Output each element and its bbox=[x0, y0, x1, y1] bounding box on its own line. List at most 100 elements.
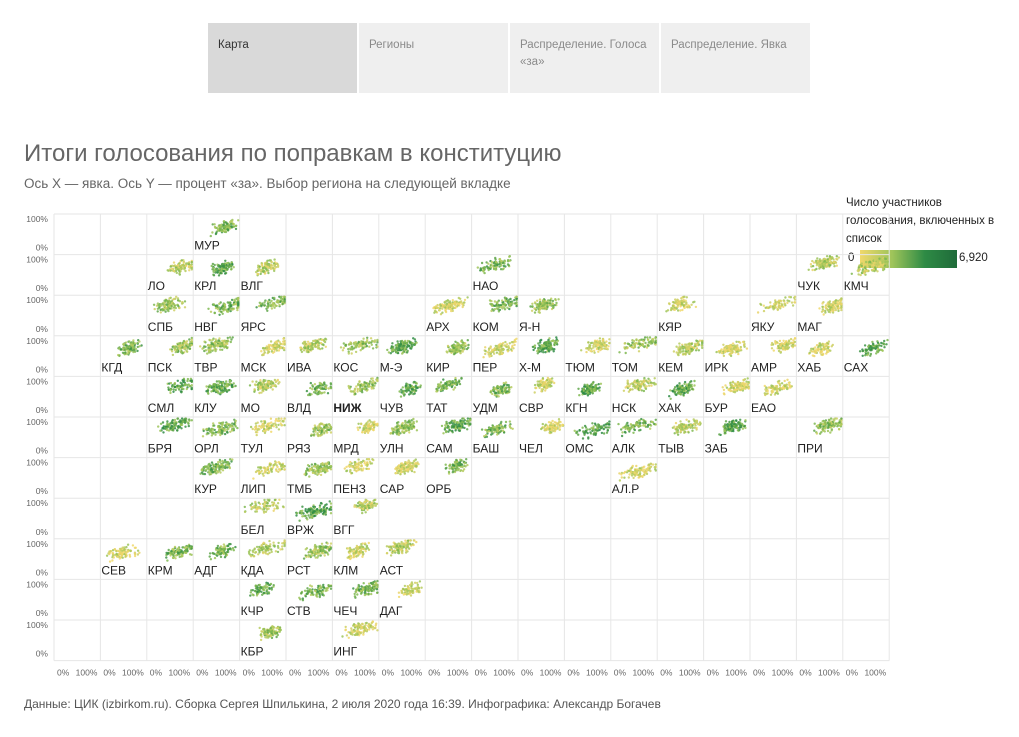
scatter-point bbox=[207, 348, 210, 351]
region-tile-ОРЛ[interactable]: ОРЛ bbox=[194, 418, 239, 456]
scatter-point bbox=[270, 380, 273, 383]
tab-distribution-votes[interactable]: Распределение. Голоса «за» bbox=[510, 23, 659, 93]
region-tile-ИРК[interactable]: ИРК bbox=[705, 340, 749, 375]
region-tile-ТАТ[interactable]: ТАТ bbox=[426, 376, 463, 415]
region-tile-АРХ[interactable]: АРХ bbox=[426, 296, 469, 334]
scatter-point bbox=[549, 348, 552, 351]
scatter-point bbox=[249, 425, 253, 429]
region-tile-Х-М[interactable]: Х-М bbox=[519, 336, 560, 374]
scatter-point bbox=[597, 343, 600, 346]
scatter-point bbox=[722, 343, 725, 346]
scatter-point bbox=[451, 309, 454, 313]
scatter-point bbox=[234, 224, 238, 228]
region-tile-КОС[interactable]: КОС bbox=[333, 336, 379, 375]
scatter-point bbox=[348, 387, 352, 390]
scatter-point bbox=[175, 295, 178, 298]
region-tile-БРЯ[interactable]: БРЯ bbox=[148, 417, 193, 456]
region-tile-ЕАО[interactable]: ЕАО bbox=[751, 378, 793, 415]
region-tile-ХАК[interactable]: ХАК bbox=[658, 379, 696, 415]
scatter-point bbox=[270, 261, 273, 264]
scatter-point bbox=[359, 349, 362, 352]
region-tile-ВЛГ[interactable]: ВЛГ bbox=[241, 258, 280, 293]
scatter-point bbox=[498, 257, 502, 261]
region-tile-КЛУ[interactable]: КЛУ bbox=[194, 378, 237, 415]
scatter-point bbox=[232, 225, 235, 228]
region-tile-ТОМ[interactable]: ТОМ bbox=[612, 336, 657, 374]
region-tile-ЯКУ[interactable]: ЯКУ bbox=[751, 295, 797, 334]
scatter-point bbox=[179, 264, 183, 268]
region-tile-НСК[interactable]: НСК bbox=[612, 376, 657, 415]
region-tile-МО[interactable]: МО bbox=[241, 378, 281, 415]
scatter-point bbox=[630, 345, 633, 349]
scatter-point bbox=[251, 427, 254, 431]
region-tile-АМР[interactable]: АМР bbox=[751, 337, 797, 374]
scatter-point bbox=[592, 385, 595, 389]
scatter-point bbox=[188, 347, 192, 350]
region-tile-ПСК[interactable]: ПСК bbox=[148, 336, 193, 375]
scatter-point bbox=[358, 388, 362, 392]
region-tile-СВР[interactable]: СВР bbox=[519, 376, 556, 415]
region-tile-БУР[interactable]: БУР bbox=[705, 377, 750, 415]
region-tile-САХ[interactable]: САХ bbox=[844, 338, 889, 375]
region-tile-ТЮМ[interactable]: ТЮМ bbox=[565, 337, 611, 374]
region-tile-ЯРС[interactable]: ЯРС bbox=[241, 295, 286, 334]
region-tile-МСК[interactable]: МСК bbox=[241, 336, 286, 375]
region-tile-КГН[interactable]: КГН bbox=[565, 380, 603, 415]
scatter-point bbox=[502, 341, 505, 345]
region-tile-ТУЛ[interactable]: ТУЛ bbox=[241, 417, 286, 456]
region-tile-ИВА[interactable]: ИВА bbox=[287, 337, 328, 375]
region-tile-МУР[interactable]: МУР bbox=[194, 218, 240, 253]
scatter-point bbox=[769, 304, 772, 308]
scatter-point bbox=[324, 338, 328, 341]
scatter-point bbox=[229, 220, 232, 224]
scatter-point bbox=[399, 395, 403, 398]
scatter-point bbox=[438, 309, 441, 312]
region-tile-КГД[interactable]: КГД bbox=[101, 339, 143, 374]
scatter-point bbox=[885, 343, 888, 346]
region-tile-ЧУК[interactable]: ЧУК bbox=[797, 255, 840, 293]
region-tile-ХАБ[interactable]: ХАБ bbox=[797, 340, 834, 374]
region-tile-СПБ[interactable]: СПБ bbox=[148, 295, 187, 334]
region-tile-КРЛ[interactable]: КРЛ bbox=[194, 259, 235, 294]
region-tile-ВЛД[interactable]: ВЛД bbox=[287, 381, 333, 415]
region-tile-ЛО[interactable]: ЛО bbox=[148, 259, 193, 293]
region-tile-М-Э[interactable]: М-Э bbox=[380, 337, 418, 374]
region-tile-НАО[interactable]: НАО bbox=[473, 255, 512, 293]
region-tile-ЧУВ[interactable]: ЧУВ bbox=[380, 380, 422, 415]
scatter-point bbox=[729, 381, 732, 384]
region-tile-МАГ[interactable]: МАГ bbox=[797, 297, 843, 334]
scatter-point bbox=[454, 344, 458, 347]
scatter-point bbox=[740, 386, 743, 389]
scatter-point bbox=[678, 301, 682, 305]
scatter-point bbox=[783, 385, 787, 388]
scatter-point bbox=[578, 394, 581, 397]
tab-map[interactable]: Карта bbox=[208, 23, 357, 93]
scatter-point bbox=[176, 429, 179, 432]
region-tile-СМЛ[interactable]: СМЛ bbox=[148, 377, 193, 415]
region-tile-КМЧ[interactable]: КМЧ bbox=[844, 257, 889, 293]
scatter-point bbox=[669, 389, 672, 392]
scatter-point bbox=[201, 347, 204, 350]
region-tile-НИЖ[interactable]: НИЖ bbox=[333, 376, 379, 415]
region-tile-УДМ[interactable]: УДМ bbox=[473, 381, 513, 415]
x-tick-label: 0% bbox=[660, 668, 673, 678]
scatter-point bbox=[214, 338, 217, 341]
region-tile-КИР[interactable]: КИР bbox=[426, 339, 470, 374]
scatter-point bbox=[873, 259, 876, 262]
scatter-point bbox=[594, 387, 597, 391]
region-tile-КЯР[interactable]: КЯР bbox=[658, 295, 698, 334]
scatter-point bbox=[643, 345, 646, 349]
region-tile-ТВР[interactable]: ТВР bbox=[194, 336, 234, 374]
scatter-point bbox=[792, 344, 795, 348]
region-tile-Я-Н[interactable]: Я-Н bbox=[519, 297, 560, 334]
region-tile-НВГ[interactable]: НВГ bbox=[194, 296, 240, 334]
scatter-point bbox=[789, 384, 792, 387]
tab-distribution-turnout[interactable]: Распределение. Явка bbox=[661, 23, 810, 93]
tab-regions[interactable]: Регионы bbox=[359, 23, 508, 93]
region-tile-ПЕР[interactable]: ПЕР bbox=[473, 337, 518, 375]
region-tile-КЕМ[interactable]: КЕМ bbox=[658, 339, 704, 375]
scatter-point bbox=[633, 345, 637, 349]
region-tile-КОМ[interactable]: КОМ bbox=[473, 295, 518, 334]
region-label: КЯР bbox=[658, 320, 682, 334]
scatter-point bbox=[400, 388, 403, 391]
